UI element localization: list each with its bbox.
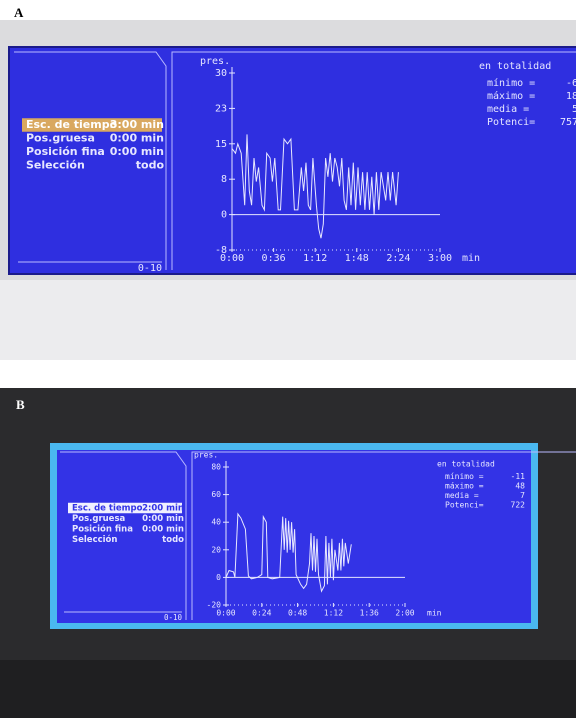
x-unit: min xyxy=(462,253,480,264)
setting-value: todo xyxy=(162,535,184,545)
panel-label: A xyxy=(14,5,24,20)
setting-value: 3:00 min xyxy=(110,118,164,131)
stat-value: 48 xyxy=(515,481,525,490)
y-tick-label: 40 xyxy=(211,518,221,527)
stats-title: en totalidad xyxy=(479,61,551,72)
y-tick-label: 0 xyxy=(221,210,227,221)
x-tick-label: 0:24 xyxy=(252,609,271,618)
setting-label: Esc. de tiempo xyxy=(72,504,143,514)
setting-value: todo xyxy=(136,159,165,172)
stat-label: máximo = xyxy=(445,481,484,490)
x-tick-label: 1:12 xyxy=(324,609,343,618)
y-tick-label: 15 xyxy=(215,139,227,150)
setting-label: Selección xyxy=(26,159,85,172)
x-tick-label: 0:00 xyxy=(216,609,235,618)
y-tick-label: 60 xyxy=(211,490,221,499)
setting-label: Esc. de tiempo xyxy=(26,118,118,131)
x-tick-label: 3:00 xyxy=(428,253,452,264)
stat-value: 18 xyxy=(566,91,576,102)
y-axis-label: pres. xyxy=(194,451,218,460)
stat-value: 757 xyxy=(560,117,576,128)
figure: A0-10Esc. de tiempo3:00 minPos.gruesa0:0… xyxy=(0,0,576,718)
y-tick-label: 0 xyxy=(216,573,221,582)
x-tick-label: 1:48 xyxy=(345,253,369,264)
x-tick-label: 0:00 xyxy=(220,253,244,264)
setting-label: Posición fina xyxy=(26,145,105,158)
x-tick-label: 0:48 xyxy=(288,609,307,618)
sidebar-footer: 0-10 xyxy=(138,263,162,274)
setting-label: Pos.gruesa xyxy=(72,514,126,524)
stat-value: 7 xyxy=(520,491,525,500)
stat-label: Potenci= xyxy=(487,117,535,128)
setting-label: Posición fina xyxy=(72,524,133,535)
panel-label: B xyxy=(16,397,25,412)
y-tick-label: 8 xyxy=(221,174,227,185)
setting-value: 0:00 min xyxy=(142,514,184,524)
device-a-bezel xyxy=(0,280,576,360)
stats-title: en totalidad xyxy=(437,460,495,469)
sidebar-footer: 0-10 xyxy=(164,613,183,622)
x-tick-label: 2:00 xyxy=(395,609,414,618)
y-tick-label: 30 xyxy=(215,68,227,79)
x-tick-label: 0:36 xyxy=(262,253,286,264)
setting-value: 2:00 min xyxy=(142,504,184,514)
stat-value: 5 xyxy=(572,104,576,115)
stat-value: 722 xyxy=(511,500,526,509)
device-b-bezel xyxy=(0,660,576,718)
setting-value: 0:00 min xyxy=(110,132,164,145)
y-tick-label: 80 xyxy=(211,463,221,472)
y-tick-label: 20 xyxy=(211,545,221,554)
y-axis-label: pres. xyxy=(200,56,230,67)
stat-label: mínimo = xyxy=(445,472,484,481)
stat-label: media = xyxy=(445,491,479,500)
stat-label: mínimo = xyxy=(487,77,535,89)
x-unit: min xyxy=(427,609,442,618)
stat-label: Potenci= xyxy=(445,500,484,509)
stat-value: -11 xyxy=(511,472,526,481)
y-tick-label: 23 xyxy=(215,103,227,114)
x-tick-label: 1:12 xyxy=(303,253,327,264)
setting-label: Selección xyxy=(72,534,117,545)
stat-label: media = xyxy=(487,104,529,115)
setting-value: 0:00 min xyxy=(110,145,164,158)
setting-value: 0:00 min xyxy=(142,525,184,535)
stat-label: máximo = xyxy=(487,90,535,102)
x-tick-label: 2:24 xyxy=(386,253,410,264)
x-tick-label: 1:36 xyxy=(360,609,379,618)
setting-label: Pos.gruesa xyxy=(26,132,95,145)
stat-value: -6 xyxy=(566,78,576,89)
